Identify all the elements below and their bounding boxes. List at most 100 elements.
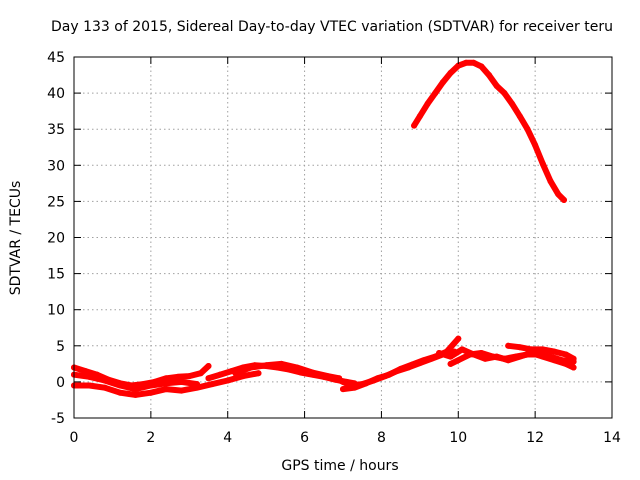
data-point [397, 365, 404, 372]
data-point [197, 370, 204, 377]
data-point [293, 364, 300, 371]
data-point [386, 371, 393, 378]
x-tick-label: 0 [70, 430, 79, 446]
data-point [539, 160, 546, 167]
y-tick-label: 25 [47, 194, 65, 210]
data-point [555, 191, 562, 198]
data-point [86, 373, 93, 380]
data-point [147, 389, 154, 396]
y-tick-label: 40 [47, 86, 65, 102]
data-point [436, 350, 443, 357]
data-point [178, 378, 185, 385]
data-point [163, 386, 170, 393]
series-arc-c [71, 371, 200, 393]
data-point [570, 355, 577, 362]
y-tick-label: 15 [47, 267, 65, 283]
series-layer [71, 59, 577, 398]
series-arc-j [505, 342, 577, 362]
data-point [309, 369, 316, 376]
data-point [132, 386, 139, 393]
series-arc-g [340, 335, 462, 393]
data-point [447, 69, 454, 76]
data-point [255, 370, 262, 377]
data-point [516, 113, 523, 120]
data-point [240, 373, 247, 380]
data-point [486, 72, 493, 79]
data-point [516, 344, 523, 351]
data-point [570, 364, 577, 371]
y-tick-label: -5 [51, 411, 65, 427]
data-point [340, 378, 346, 385]
data-point [374, 375, 381, 382]
y-tick-label: 5 [56, 339, 65, 355]
data-point [217, 371, 224, 378]
data-point [528, 346, 535, 353]
tick-layer: 0 2 4 6 8 10 12 14 -5 0 5 10 15 20 25 30 35 40 45 [47, 50, 621, 446]
y-tick-label: 45 [47, 50, 65, 66]
data-point [411, 122, 418, 129]
data-point [470, 59, 477, 66]
data-point [459, 346, 466, 353]
data-point [535, 351, 542, 358]
x-tick-label: 4 [223, 430, 232, 446]
data-point [132, 391, 139, 398]
data-point [562, 351, 569, 358]
data-point [512, 353, 519, 360]
data-point [117, 382, 124, 389]
data-point [247, 364, 254, 371]
y-tick-label: 0 [56, 375, 65, 391]
data-point [559, 357, 566, 364]
data-point [163, 380, 170, 387]
series-arc-i [447, 350, 577, 367]
data-point [524, 126, 531, 133]
data-point [101, 377, 108, 384]
data-point [560, 196, 567, 203]
data-point [505, 342, 512, 349]
data-point [489, 353, 496, 360]
y-tick-label: 35 [47, 122, 65, 138]
data-point [209, 381, 216, 388]
data-point [432, 353, 439, 360]
x-tick-label: 6 [300, 430, 309, 446]
data-point [147, 382, 154, 389]
data-point [324, 373, 331, 380]
data-point [478, 63, 485, 70]
data-point [447, 353, 454, 360]
x-tick-label: 10 [449, 430, 467, 446]
data-point [163, 375, 170, 382]
data-point [478, 350, 485, 357]
data-point [86, 382, 93, 389]
y-axis-title: SDTVAR / TECUs [8, 181, 24, 296]
data-point [101, 384, 108, 391]
data-point [174, 373, 181, 380]
data-point [420, 357, 427, 364]
data-point [409, 361, 416, 368]
data-point [466, 351, 473, 358]
data-point [547, 178, 554, 185]
data-point [232, 370, 239, 377]
y-tick-label: 20 [47, 231, 65, 247]
data-point [193, 381, 200, 388]
data-point [224, 377, 231, 384]
data-point [424, 100, 431, 107]
data-point [416, 113, 423, 120]
data-point [501, 90, 508, 97]
data-point [263, 362, 270, 369]
grid-layer [74, 57, 612, 418]
data-point [455, 335, 462, 342]
data-point [551, 348, 558, 355]
y-tick-label: 10 [47, 303, 65, 319]
data-point [332, 375, 339, 382]
data-point [455, 62, 462, 69]
y-tick-label: 30 [47, 158, 65, 174]
data-point [117, 389, 124, 396]
x-tick-label: 8 [377, 430, 386, 446]
data-point [205, 363, 212, 370]
x-tick-label: 14 [603, 430, 621, 446]
series-arc-b [71, 370, 262, 398]
data-point [432, 90, 439, 97]
data-point [178, 387, 185, 394]
data-point [509, 100, 516, 107]
data-point [547, 353, 554, 360]
